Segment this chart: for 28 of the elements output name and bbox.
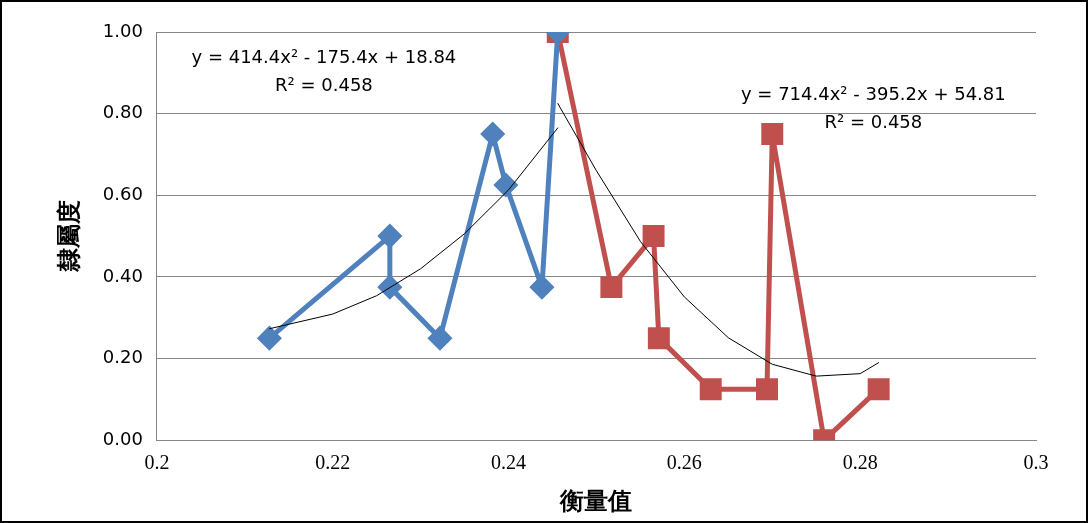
point: [600, 276, 623, 299]
y-tick-label: 0.20: [102, 346, 143, 368]
x-tick-label: 0.28: [842, 451, 878, 474]
point: [647, 327, 670, 350]
y-tick-label: 0.00: [102, 427, 143, 449]
point: [530, 275, 554, 299]
y-tick-label: 0.80: [102, 101, 143, 123]
point: [378, 224, 402, 248]
annotation: y = 414.4x² - 175.4x + 18.84 R² = 0.458: [191, 46, 457, 96]
y-axis-title: 隸屬度: [53, 200, 83, 274]
y-tick-label: 0.60: [102, 182, 143, 204]
point: [867, 378, 890, 401]
y-tick-label: 0.40: [102, 264, 143, 286]
point: [699, 378, 722, 401]
x-tick-label: 0.3: [1023, 451, 1049, 474]
y-tick-label: 1.00: [102, 19, 143, 41]
point: [642, 225, 665, 248]
point: [761, 123, 784, 146]
x-tick-label: 0.26: [666, 451, 702, 474]
x-axis-title: 衡量值: [559, 485, 633, 515]
point: [481, 122, 505, 146]
point: [257, 326, 281, 350]
x-tick-label: 0.2: [144, 451, 170, 474]
point: [428, 326, 452, 350]
annotation: y = 714.4x² - 395.2x + 54.81 R² = 0.458: [740, 82, 1006, 132]
x-tick-label: 0.22: [315, 451, 351, 474]
point: [756, 378, 778, 401]
x-tick-label: 0.24: [491, 451, 527, 474]
